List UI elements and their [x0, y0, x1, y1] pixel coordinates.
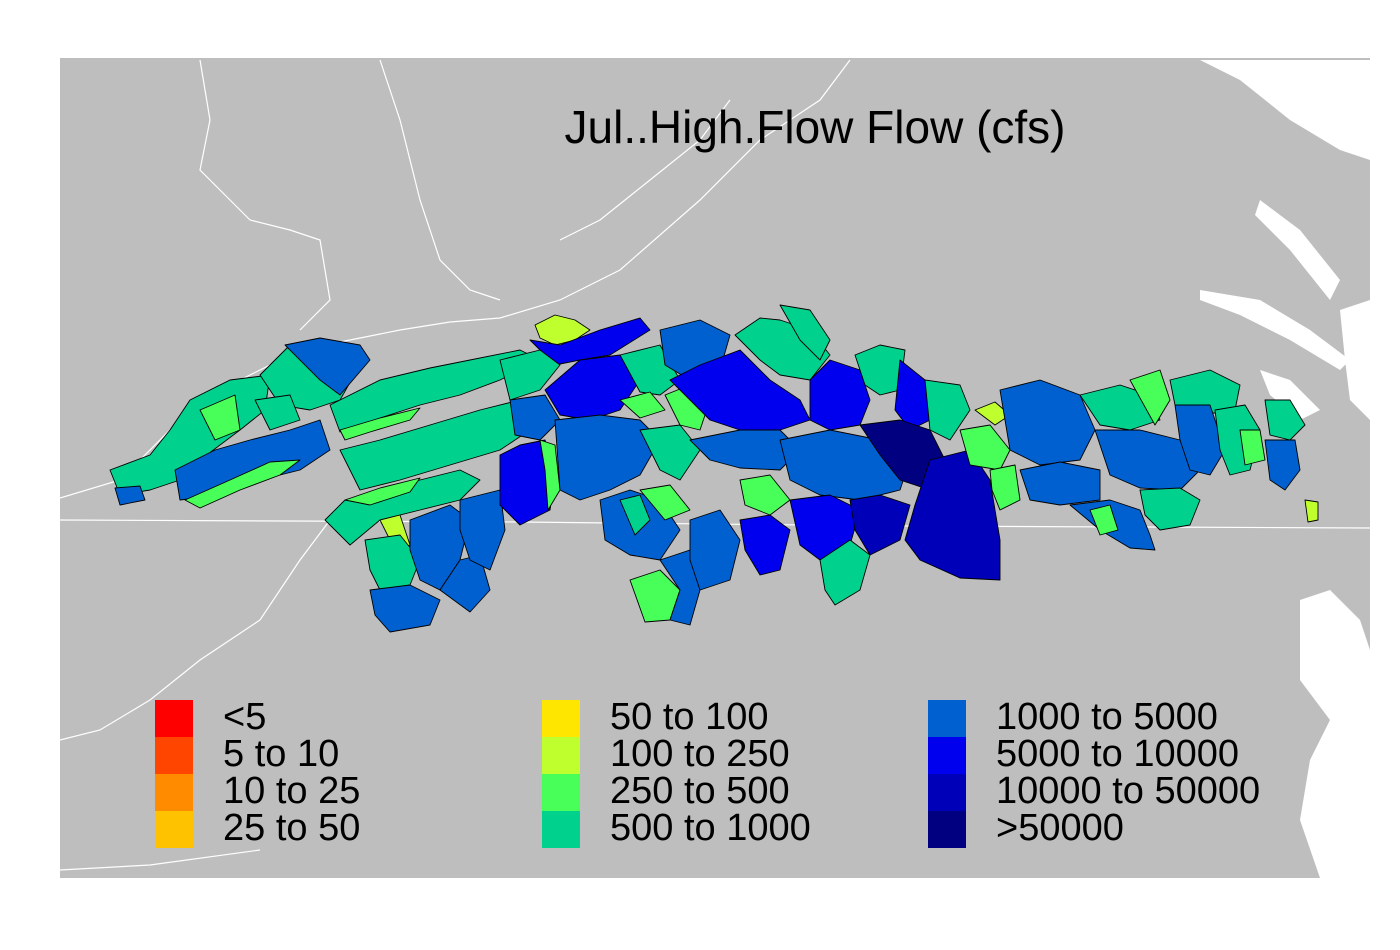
legend-swatch: [542, 737, 580, 774]
legend-label: 10000 to 50000: [996, 770, 1261, 812]
river-shape: [1260, 370, 1320, 420]
watershed-polygon: [619, 391, 666, 419]
bay-shape: [1200, 60, 1370, 160]
watershed-polygon: [739, 514, 791, 576]
watershed-polygon: [539, 439, 561, 511]
watershed-polygon: [1089, 504, 1119, 536]
watershed-polygon: [534, 314, 591, 346]
legend-label: 100 to 250: [610, 733, 790, 775]
bay-shape: [1340, 300, 1370, 420]
river-shape: [1255, 200, 1340, 300]
watershed-polygon: [254, 394, 301, 431]
county-boundary-line: [199, 59, 331, 331]
watershed-polygon: [339, 407, 421, 441]
legend-swatch: [928, 700, 966, 737]
watershed-polygon: [199, 394, 241, 441]
watershed-polygon: [1304, 499, 1319, 523]
legend-label: 250 to 500: [610, 770, 790, 812]
watershed-polygon: [499, 349, 561, 401]
watershed-polygon: [819, 539, 871, 606]
watershed-polygon: [959, 424, 1011, 471]
watershed-polygon: [509, 394, 561, 441]
watershed-polygon: [619, 494, 651, 536]
watershed-polygon: [369, 584, 441, 633]
county-boundary-line: [379, 59, 501, 301]
legend-label: 500 to 1000: [610, 807, 811, 849]
legend-swatch: [155, 774, 193, 811]
legend-label: 50 to 100: [610, 696, 769, 738]
legend-label: 5 to 10: [223, 733, 340, 775]
legend-label: 1000 to 5000: [996, 696, 1218, 738]
watershed-polygon: [739, 474, 791, 516]
map-title: Jul..High.Flow Flow (cfs): [564, 101, 1066, 153]
legend-label: 10 to 25: [223, 770, 361, 812]
watershed-polygon: [1239, 429, 1266, 466]
legend-swatch: [155, 700, 193, 737]
watershed-polygon: [529, 317, 651, 366]
legend-swatch: [928, 811, 966, 848]
watershed-polygon: [1129, 369, 1171, 426]
watershed-polygons: [109, 304, 1319, 633]
river-shape: [1200, 290, 1350, 370]
watershed-polygon: [344, 477, 421, 506]
watershed-polygon: [184, 459, 301, 509]
watershed-polygon: [1019, 461, 1101, 506]
watershed-polygon: [809, 359, 871, 431]
legend-label: >50000: [996, 807, 1124, 849]
watershed-polygon: [999, 379, 1096, 466]
legend-swatch: [542, 774, 580, 811]
watershed-polygon: [924, 379, 971, 441]
county-boundary-line: [60, 849, 261, 871]
watershed-polygon: [284, 337, 371, 396]
watershed-polygon: [1174, 404, 1226, 476]
watershed-polygon: [1264, 399, 1306, 441]
legend-label: 5000 to 10000: [996, 733, 1240, 775]
legend-swatch: [928, 774, 966, 811]
legend-swatch: [155, 811, 193, 848]
watershed-polygon: [989, 464, 1021, 511]
watershed-polygon: [1094, 429, 1201, 491]
watershed-polygon: [439, 554, 491, 613]
water-bodies: [1200, 60, 1370, 878]
watershed-polygon: [779, 304, 831, 361]
watershed-polygon: [554, 414, 661, 501]
legend-swatch: [542, 811, 580, 848]
watershed-polygon: [669, 349, 811, 431]
watershed-polygon: [544, 354, 641, 421]
watershed-polygon: [689, 509, 741, 591]
watershed-polygon: [849, 494, 911, 556]
watershed-polygon: [639, 484, 691, 521]
basin-map: [60, 59, 1370, 878]
legend-swatch: [155, 737, 193, 774]
legend-label: 25 to 50: [223, 807, 361, 849]
legend-swatch: [928, 737, 966, 774]
watershed-polygon: [894, 359, 931, 431]
legend-label: <5: [223, 696, 267, 738]
legend-swatch: [542, 700, 580, 737]
watershed-polygon: [1264, 439, 1301, 491]
county-boundary-line: [559, 99, 731, 241]
coast-shape: [1300, 590, 1370, 878]
map-panel: Jul..High.Flow Flow (cfs) <5 5 to 10 10 to…: [60, 58, 1370, 878]
watershed-polygon: [1139, 487, 1201, 531]
county-boundary-line: [60, 519, 331, 741]
watershed-polygon: [639, 424, 701, 481]
watershed-polygon: [114, 485, 146, 506]
